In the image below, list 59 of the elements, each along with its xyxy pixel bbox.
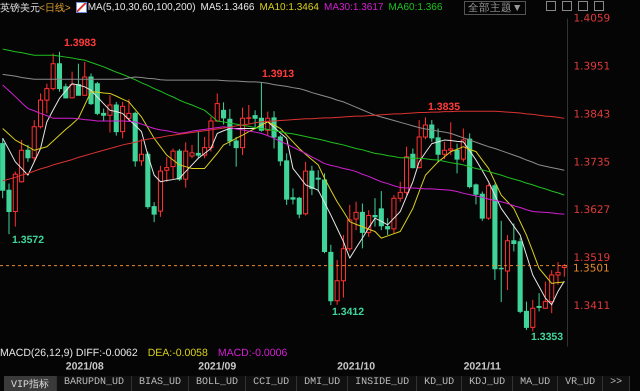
candlestick <box>385 218 390 236</box>
candlestick <box>138 138 144 166</box>
candlestick <box>354 201 359 231</box>
candlestick <box>170 148 176 180</box>
ref-line-label: 1.3501 <box>573 262 610 275</box>
y-tick-label: 1.3519 <box>574 252 610 264</box>
annotation: 1.3353 <box>531 331 564 343</box>
text: MA5:1.3466 <box>200 2 254 13</box>
candlestick <box>196 131 201 159</box>
text: MACD(26,12,9) DIFF:-0.0062 <box>0 347 138 359</box>
chart-title: 英镑美元 <box>0 2 40 14</box>
text: MA60:1.366 <box>388 2 442 13</box>
y-tick-label: 1.3627 <box>574 204 610 216</box>
annotation: 1.3913 <box>262 68 294 80</box>
text: 全部主题▼ <box>464 1 526 15</box>
text: MA10:1.3464 <box>259 2 319 13</box>
y-tick-label: 1.3411 <box>574 300 610 312</box>
candlestick <box>410 148 416 169</box>
x-tick-label: 2021/08 <box>66 360 104 372</box>
annotation: 1.3835 <box>428 101 460 113</box>
text: >> <box>603 376 630 391</box>
y-tick-label: 1.3951 <box>574 60 610 72</box>
x-tick-label: 2021/09 <box>198 360 236 372</box>
candlestick <box>562 263 567 278</box>
annotation: 1.3412 <box>332 306 364 318</box>
candlestick <box>221 102 226 126</box>
text: BOLL_UD <box>189 376 246 391</box>
candlestick <box>360 203 365 249</box>
text: BARUPDN_UD <box>57 376 132 391</box>
text: KDJ_UD <box>462 376 514 391</box>
annotation: 1.3572 <box>12 234 44 246</box>
text: CCI_UD <box>246 376 298 391</box>
candlestick <box>536 292 542 312</box>
text: DMI_UD <box>297 376 348 391</box>
y-tick-label: 1.4059 <box>574 12 610 24</box>
x-tick-label: 2021/11 <box>464 360 502 372</box>
text: INSIDE_UD <box>348 376 418 391</box>
text: KD_UD <box>417 376 462 391</box>
candlestick <box>454 143 460 174</box>
line-series <box>2 84 565 215</box>
text: MACD:-0.0006 <box>218 347 288 359</box>
text: DEA:-0.0058 <box>148 347 208 359</box>
line-series <box>2 48 565 196</box>
y-tick-label: 1.3843 <box>574 108 610 120</box>
x-tick-label: 2021/10 <box>337 360 376 372</box>
text: BIAS_UD <box>132 376 190 391</box>
chart-subtitle: <日线> <box>39 2 71 14</box>
line-series <box>2 110 565 182</box>
text: MA(5,10,30,60,100,200) <box>88 2 196 13</box>
text: MA_UD <box>513 376 558 391</box>
candlestick <box>530 299 536 332</box>
y-tick-label: 1.3735 <box>574 156 610 168</box>
candlestick <box>70 71 75 99</box>
candlestick <box>25 144 30 162</box>
annotation: 1.3983 <box>64 37 96 49</box>
text: MA30:1.3617 <box>324 2 384 13</box>
candlestick <box>164 156 170 182</box>
text: VR_UD <box>558 376 604 391</box>
text: VIP指标 <box>4 376 58 391</box>
